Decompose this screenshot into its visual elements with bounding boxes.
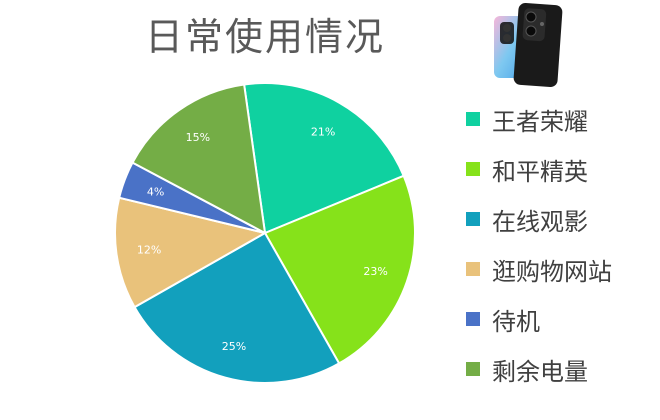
pie-slice bbox=[242, 82, 405, 235]
legend-item: 王者荣耀 bbox=[466, 94, 612, 144]
legend-item: 和平精英 bbox=[466, 144, 612, 194]
slice-data-label: 12% bbox=[137, 243, 161, 256]
legend-item: 剩余电量 bbox=[466, 344, 612, 394]
slice-data-label: 15% bbox=[186, 131, 210, 144]
legend-label: 和平精英 bbox=[492, 157, 588, 186]
pie-slice bbox=[114, 196, 268, 309]
legend-swatch bbox=[466, 262, 480, 276]
pie-slice bbox=[263, 174, 416, 365]
legend-swatch bbox=[466, 212, 480, 226]
slice-data-label: 23% bbox=[363, 265, 387, 278]
legend-label: 王者荣耀 bbox=[492, 107, 588, 136]
legend-label: 剩余电量 bbox=[492, 357, 588, 386]
legend-label: 在线观影 bbox=[492, 207, 588, 236]
pie-slice bbox=[131, 83, 267, 235]
legend-swatch bbox=[466, 162, 480, 176]
legend-swatch bbox=[466, 112, 480, 126]
pie-slice bbox=[133, 231, 341, 384]
legend-label: 待机 bbox=[492, 307, 540, 336]
legend-swatch bbox=[466, 312, 480, 326]
legend-swatch bbox=[466, 362, 480, 376]
slice-data-label: 21% bbox=[311, 125, 335, 138]
legend: 王者荣耀和平精英在线观影逛购物网站待机剩余电量 bbox=[466, 94, 612, 394]
slice-data-label: 25% bbox=[222, 340, 246, 353]
chart-title: 日常使用情况 bbox=[144, 15, 385, 59]
legend-item: 待机 bbox=[466, 294, 612, 344]
legend-item: 逛购物网站 bbox=[466, 244, 612, 294]
phone-image bbox=[494, 3, 563, 87]
slice-data-label: 4% bbox=[147, 185, 164, 198]
legend-label: 逛购物网站 bbox=[492, 257, 612, 286]
legend-item: 在线观影 bbox=[466, 194, 612, 244]
